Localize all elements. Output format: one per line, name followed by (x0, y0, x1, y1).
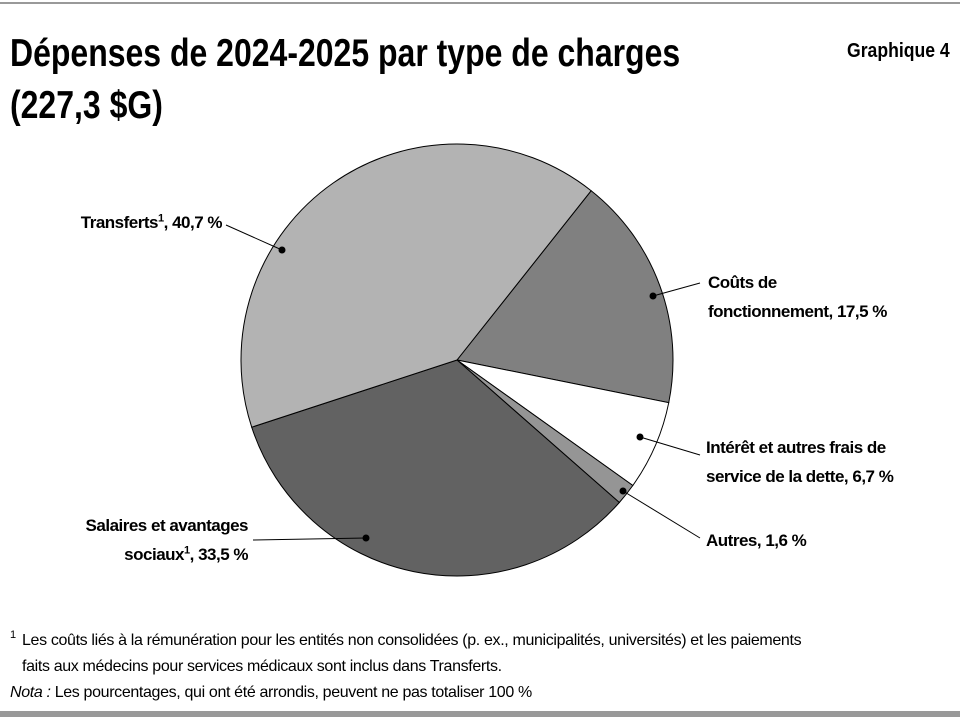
chart-number: Graphique 4 (847, 40, 950, 62)
pie-slice (240, 143, 592, 428)
footnote-marker: 1 (157, 212, 164, 225)
category-name: Salaires et avantages sociaux (85, 516, 249, 564)
slice-label: Transferts1, 40,7 % (80, 208, 223, 237)
slice-label: Intérêt et autres frais de service de la… (706, 433, 894, 491)
value-label: 17,5 % (836, 302, 887, 321)
chart-title: Dépenses de 2024-2025 par type de charge… (10, 32, 681, 127)
slice-label: Autres, 1,6 % (706, 526, 807, 555)
nota-text: Les pourcentages, qui ont été arrondis, … (54, 684, 533, 701)
category-name: Transferts (80, 213, 159, 232)
leader-dot (619, 487, 627, 495)
label-separator: , (189, 545, 199, 564)
leader-dot (636, 433, 644, 441)
nota: Nota : Les pourcentages, qui ont été arr… (10, 680, 801, 706)
pie-slice (456, 190, 674, 404)
footnote-marker: 1 (183, 544, 190, 557)
leader-line (622, 490, 701, 539)
slice-label: Salaires et avantages sociaux1, 33,5 % (85, 511, 249, 569)
category-name: Intérêt et autres frais de service de la… (706, 438, 886, 486)
label-separator: , (163, 213, 173, 232)
leader-dot (649, 292, 657, 300)
footnote-marker: 1 (10, 629, 16, 641)
leader-line (652, 282, 701, 297)
label-separator: , (756, 531, 766, 550)
category-name: Coûts de fonctionnement (708, 273, 829, 321)
value-label: 1,6 % (765, 531, 807, 550)
footnote: 1 Les coûts liés à la rémunération pour l… (10, 628, 802, 680)
leader-line (252, 537, 367, 541)
leader-line (225, 224, 283, 251)
leader-dot (362, 534, 370, 542)
label-separator: , (828, 302, 837, 321)
value-label: 40,7 % (172, 213, 222, 232)
label-separator: , (843, 467, 853, 486)
footnotes: 1 Les coûts liés à la rémunération pour l… (10, 628, 802, 706)
nota-label: Nota : (10, 684, 51, 701)
leader-dot (278, 246, 286, 254)
leader-line (639, 436, 701, 456)
value-label: 6,7 % (852, 467, 894, 486)
top-rule (0, 2, 960, 4)
category-name: Autres (706, 531, 757, 550)
pie-slice (251, 359, 621, 577)
value-label: 33,5 % (198, 545, 248, 564)
footnote-text: Les coûts liés à la rémunération pour le… (22, 632, 802, 675)
slice-label: Coûts de fonctionnement, 17,5 % (708, 268, 887, 326)
bottom-rule (0, 711, 960, 717)
